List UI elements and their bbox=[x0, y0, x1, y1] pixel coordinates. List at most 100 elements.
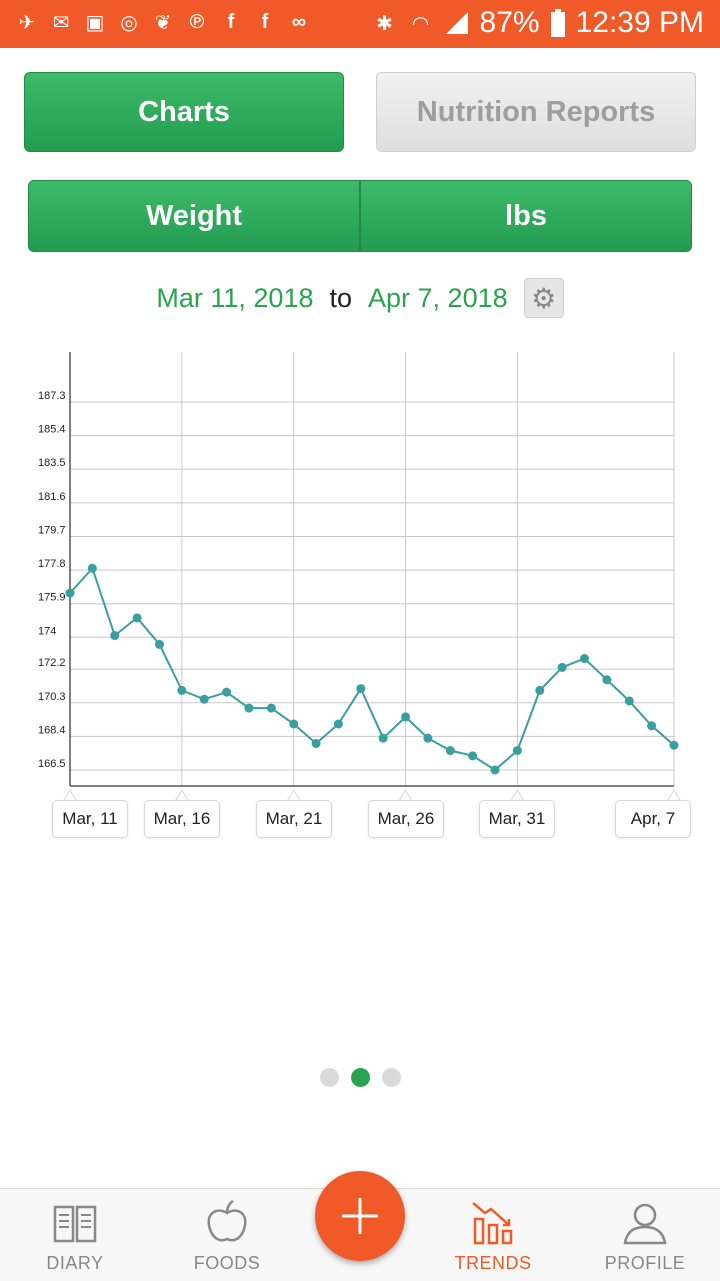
charts-tab[interactable]: Charts bbox=[24, 72, 344, 152]
data-point bbox=[333, 719, 343, 729]
x-tick-pointer bbox=[667, 789, 681, 800]
x-tick-pointer bbox=[175, 789, 189, 800]
system-icons: ✱ ◠ 87% 12:39 PM bbox=[372, 6, 704, 40]
data-point bbox=[266, 703, 276, 713]
plus-icon bbox=[342, 1198, 378, 1234]
voicemail-icon: ∞ bbox=[291, 10, 307, 33]
nav-profile[interactable]: PROFILE bbox=[570, 1189, 720, 1281]
notification-icons: ✈ ✉ ▣ ◎ ❦ ℗ f f ∞ bbox=[14, 9, 312, 35]
x-tick-label: Apr, 7 bbox=[615, 800, 691, 838]
x-tick-pointer bbox=[510, 789, 524, 800]
x-tick-pointer bbox=[287, 789, 301, 800]
metric-selector: Weight lbs bbox=[28, 180, 692, 252]
page-indicator bbox=[0, 1068, 720, 1087]
data-point bbox=[199, 694, 209, 704]
data-point bbox=[423, 733, 433, 743]
y-tick-label: 166.5 bbox=[38, 758, 66, 770]
trends-icon bbox=[472, 1202, 513, 1245]
page-dot[interactable] bbox=[319, 1068, 339, 1087]
data-point bbox=[177, 685, 187, 695]
x-tick-pointer bbox=[399, 789, 412, 800]
start-date[interactable]: Mar 11, 2018 bbox=[156, 282, 314, 313]
gmail-icon: ✉ bbox=[52, 11, 70, 34]
nav-diary[interactable]: DIARY bbox=[0, 1189, 150, 1281]
y-tick-label: 183.5 bbox=[38, 457, 66, 469]
y-tick-label: 185.4 bbox=[38, 424, 66, 436]
data-point bbox=[468, 751, 478, 761]
weight-chart: 187.3 185.4 183.5 181.6 179.7 177.8 175.9 174 17… bbox=[38, 352, 681, 800]
nav-profile-label: PROFILE bbox=[604, 1253, 686, 1273]
facebook-icon: f bbox=[227, 10, 235, 33]
data-point bbox=[378, 733, 388, 743]
data-point bbox=[624, 696, 634, 706]
x-tick-label: Mar, 21 bbox=[256, 800, 332, 838]
page-dot-active[interactable] bbox=[350, 1068, 370, 1087]
x-tick-label: Mar, 26 bbox=[368, 800, 444, 838]
segment-divider bbox=[359, 181, 361, 251]
data-point bbox=[87, 563, 97, 573]
y-tick-label: 170.3 bbox=[38, 691, 66, 703]
gear-icon[interactable]: ⚙ bbox=[523, 278, 564, 318]
data-point bbox=[669, 740, 679, 750]
data-point bbox=[602, 675, 612, 685]
nav-trends[interactable]: TRENDS bbox=[418, 1189, 568, 1281]
y-tick-label: 187.3 bbox=[38, 390, 66, 402]
y-tick-label: 172.2 bbox=[38, 657, 66, 669]
unit-lbs-button[interactable]: lbs bbox=[505, 199, 547, 232]
date-separator: to bbox=[329, 282, 353, 313]
bluetooth-icon: ✱ bbox=[376, 12, 393, 35]
nav-foods[interactable]: FOODS bbox=[152, 1189, 302, 1281]
nutrition-reports-tab[interactable]: Nutrition Reports bbox=[376, 72, 696, 152]
notification-icon: ✈ bbox=[18, 11, 36, 34]
page-dot[interactable] bbox=[381, 1068, 401, 1087]
data-point bbox=[289, 719, 299, 729]
data-point bbox=[222, 687, 232, 697]
battery-percent: 87% bbox=[479, 6, 540, 39]
data-point bbox=[154, 639, 164, 649]
data-point bbox=[401, 712, 411, 722]
battery-icon bbox=[550, 9, 565, 37]
y-tick-label: 168.4 bbox=[38, 724, 66, 736]
x-tick-label: Mar, 31 bbox=[479, 800, 555, 838]
data-point bbox=[490, 765, 500, 775]
x-tick-label: Mar, 16 bbox=[144, 800, 220, 838]
date-range: Mar 11, 2018 to Apr 7, 2018 ⚙ bbox=[0, 276, 720, 320]
wifi-icon: ◠ bbox=[412, 12, 429, 35]
nav-trends-label: TRENDS bbox=[454, 1253, 532, 1273]
data-point bbox=[356, 684, 366, 694]
apple-icon bbox=[207, 1199, 247, 1242]
x-tick-pointer bbox=[63, 789, 77, 800]
y-tick-label: 179.7 bbox=[38, 524, 66, 536]
profile-icon bbox=[623, 1203, 667, 1245]
data-point bbox=[445, 746, 455, 756]
sync-icon: ◎ bbox=[120, 11, 138, 34]
data-point bbox=[535, 685, 545, 695]
data-point bbox=[311, 738, 321, 748]
data-point bbox=[110, 631, 120, 641]
status-bar: ✈ ✉ ▣ ◎ ❦ ℗ f f ∞ ✱ ◠ 87% 12:39 PM bbox=[0, 0, 720, 48]
data-point bbox=[132, 613, 142, 623]
y-tick-label: 181.6 bbox=[38, 491, 66, 503]
data-point bbox=[512, 746, 522, 756]
image-icon: ▣ bbox=[85, 11, 105, 34]
data-point bbox=[244, 703, 254, 713]
data-point bbox=[65, 588, 75, 598]
nav-foods-label: FOODS bbox=[193, 1253, 261, 1273]
metric-weight-button[interactable]: Weight bbox=[145, 199, 243, 232]
signal-icon bbox=[445, 12, 468, 34]
data-point bbox=[580, 654, 590, 664]
x-tick-label: Mar, 11 bbox=[52, 800, 128, 838]
y-tick-label: 175.9 bbox=[38, 592, 66, 604]
twitter-icon: ❦ bbox=[154, 11, 172, 34]
weight-series-line bbox=[69, 566, 675, 772]
end-date[interactable]: Apr 7, 2018 bbox=[368, 282, 508, 313]
add-button[interactable] bbox=[315, 1171, 405, 1261]
book-icon bbox=[53, 1205, 97, 1243]
data-point bbox=[557, 662, 567, 672]
facebook-icon: f bbox=[261, 10, 269, 33]
pinterest-icon: ℗ bbox=[189, 10, 205, 33]
clock: 12:39 PM bbox=[575, 6, 704, 39]
y-tick-label: 174 bbox=[38, 625, 56, 637]
y-tick-label: 177.8 bbox=[38, 558, 66, 570]
nav-diary-label: DIARY bbox=[46, 1253, 104, 1273]
